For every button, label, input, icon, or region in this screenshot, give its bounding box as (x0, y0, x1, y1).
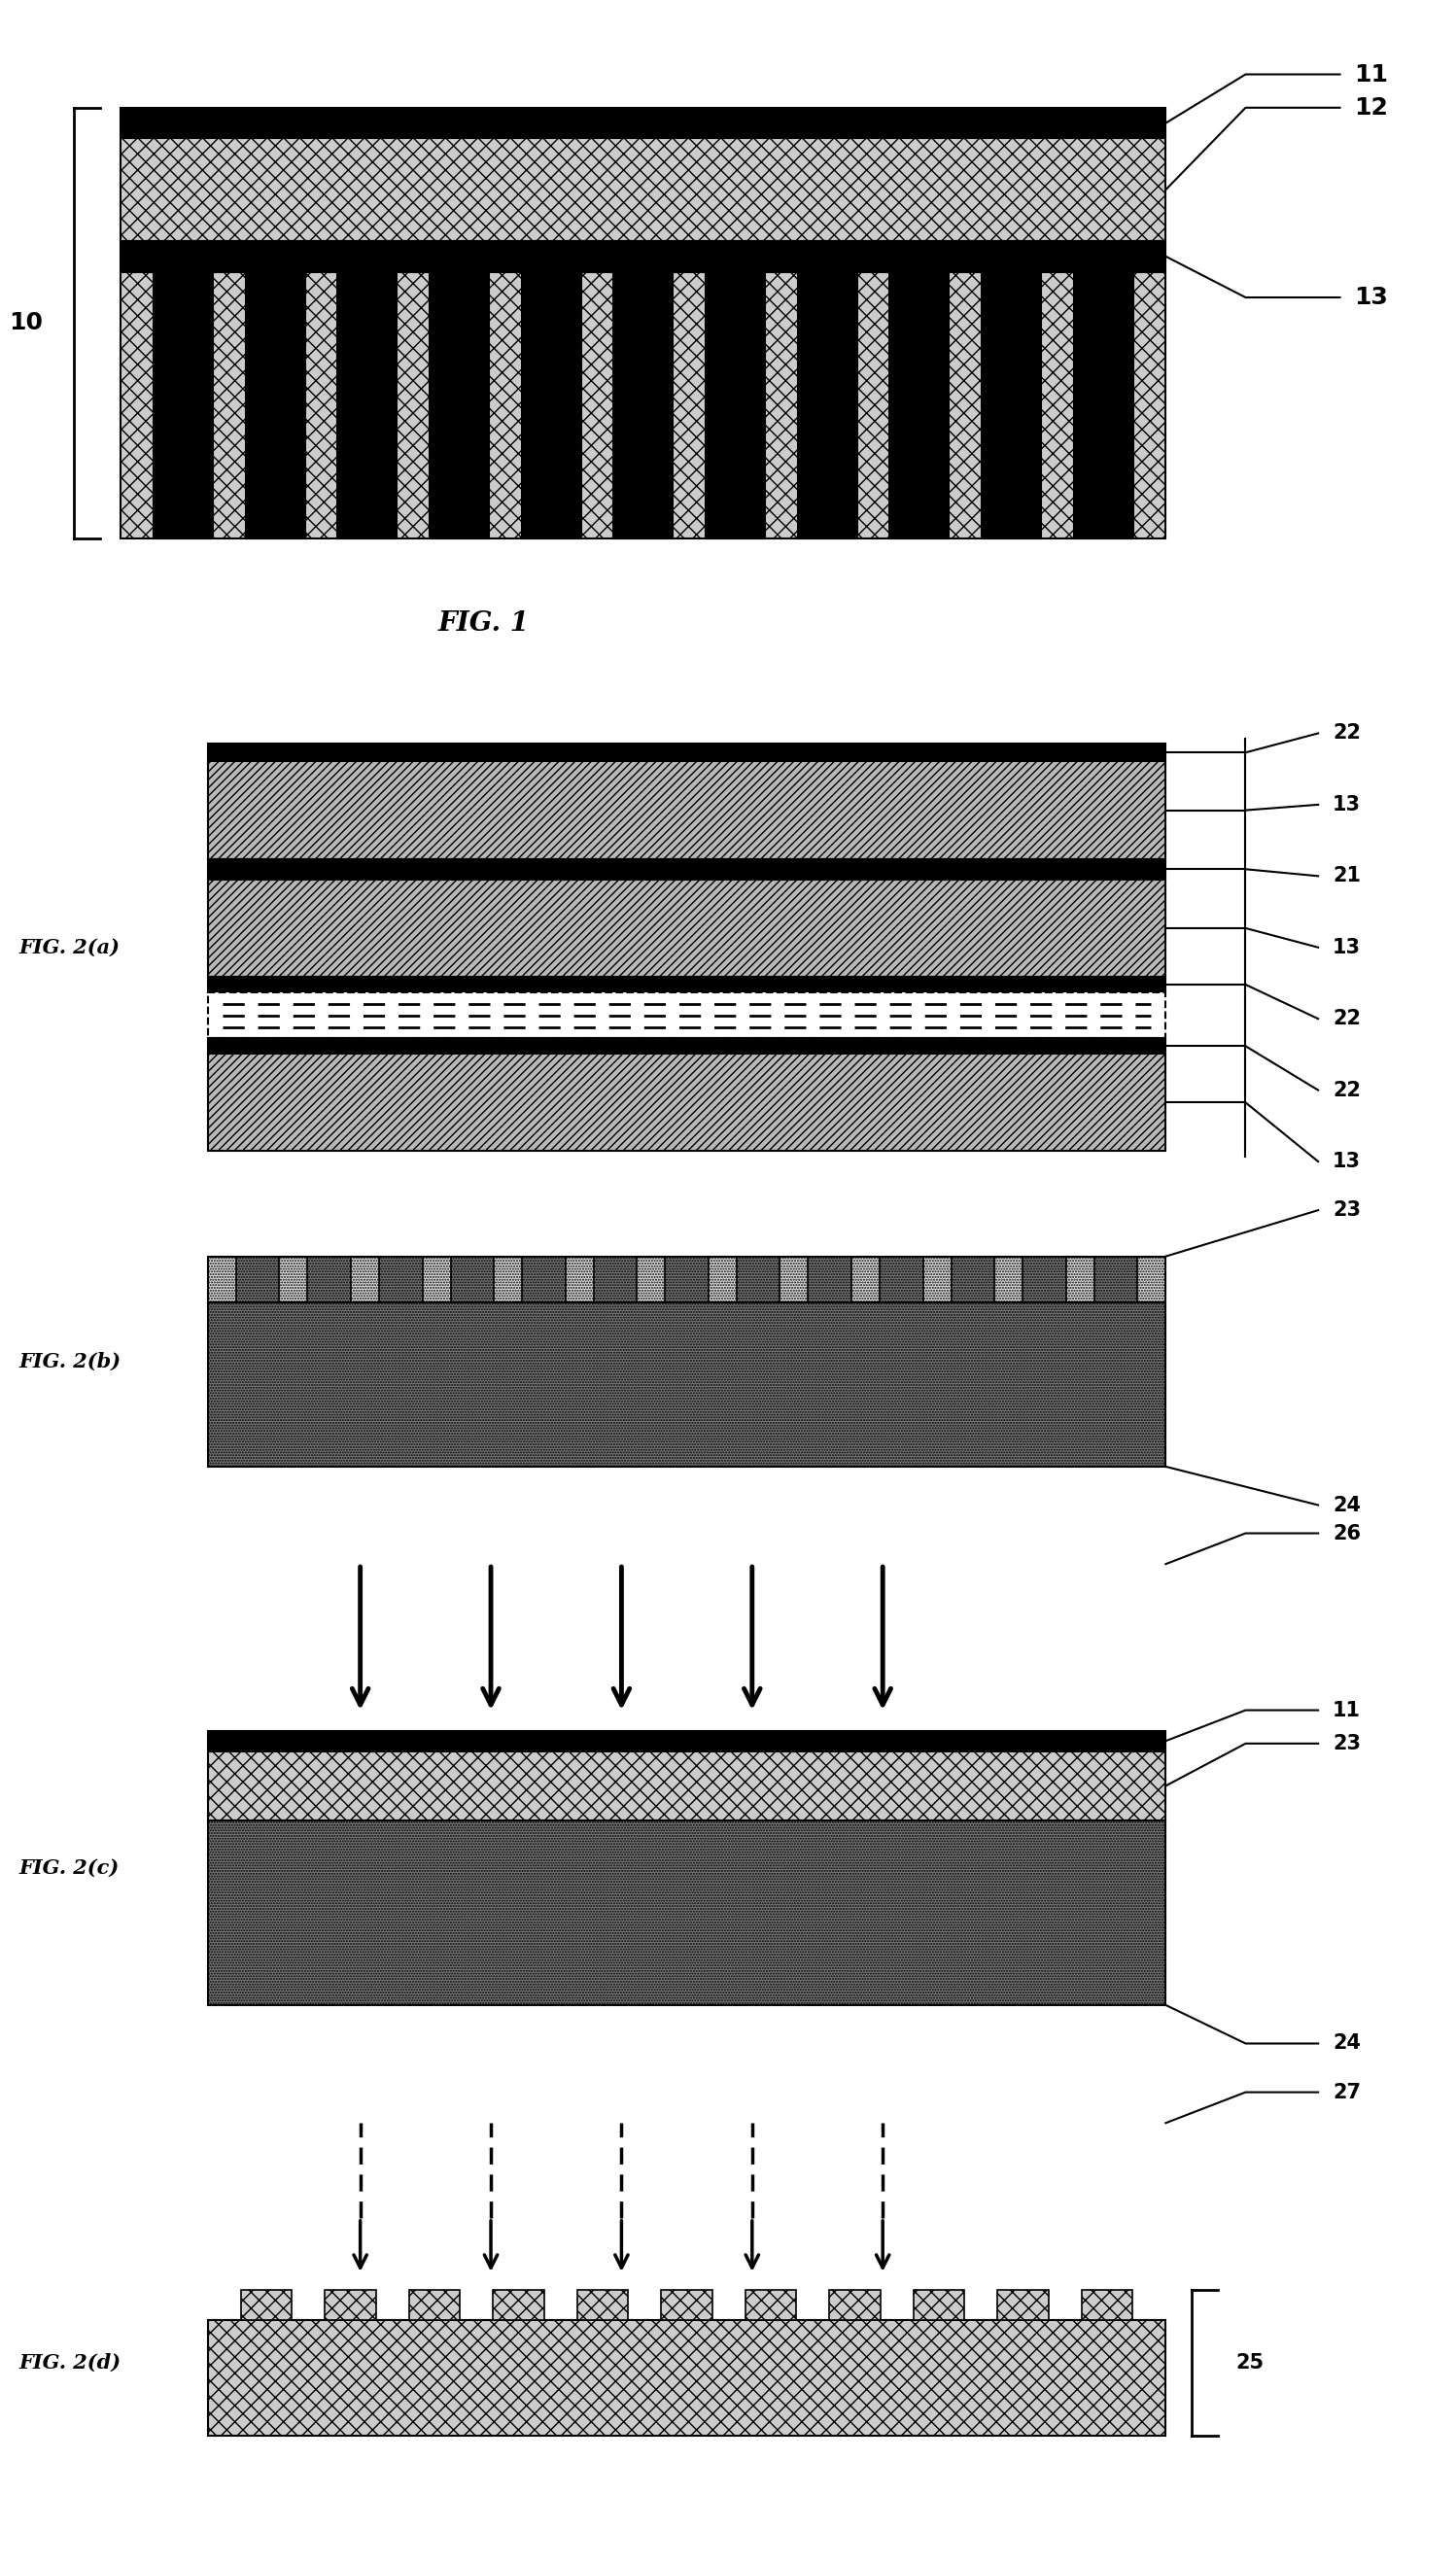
Bar (613, 272, 673, 538)
Bar (208, 1054, 1166, 1151)
Bar (879, 1256, 923, 1303)
Bar (706, 272, 764, 538)
Bar (1095, 1256, 1137, 1303)
Bar (745, 2290, 796, 2320)
Bar (1022, 1256, 1066, 1303)
Bar (379, 1256, 422, 1303)
Bar (208, 879, 1166, 977)
Bar (737, 1256, 780, 1303)
Text: 27: 27 (1332, 2082, 1361, 2102)
Text: 11: 11 (1332, 1700, 1361, 1720)
Bar (208, 992, 1166, 1038)
Text: 24: 24 (1332, 2033, 1361, 2054)
Bar (1073, 272, 1133, 538)
Bar (577, 2290, 628, 2320)
Text: FIG. 1: FIG. 1 (438, 610, 530, 636)
Bar (523, 1256, 565, 1303)
Text: 26: 26 (1332, 1523, 1361, 1544)
Bar (307, 1256, 351, 1303)
Bar (121, 108, 1166, 138)
Bar (208, 1751, 1166, 1820)
Bar (208, 1731, 1166, 1751)
Bar (913, 2290, 964, 2320)
Text: 13: 13 (1354, 285, 1389, 310)
Bar (246, 272, 304, 538)
Text: 22: 22 (1332, 1079, 1361, 1100)
Bar (121, 241, 1166, 272)
Bar (997, 2290, 1048, 2320)
Bar (890, 272, 949, 538)
Text: 13: 13 (1332, 795, 1361, 815)
Text: 10: 10 (9, 310, 42, 336)
Bar (208, 859, 1166, 879)
Text: 21: 21 (1332, 867, 1361, 885)
Bar (450, 1256, 494, 1303)
Bar (208, 977, 1166, 992)
Text: 12: 12 (1354, 95, 1389, 121)
Text: 13: 13 (1332, 938, 1361, 956)
Bar (242, 2290, 293, 2320)
Text: 11: 11 (1354, 62, 1389, 87)
Bar (208, 744, 1166, 762)
Bar (208, 1303, 1166, 1467)
Bar (208, 1038, 1166, 1054)
Text: 22: 22 (1332, 1010, 1361, 1028)
Text: 25: 25 (1235, 2354, 1264, 2372)
Bar (121, 272, 1166, 538)
Bar (1082, 2290, 1133, 2320)
Text: 13: 13 (1332, 1151, 1361, 1172)
Bar (521, 272, 581, 538)
Bar (665, 1256, 709, 1303)
Bar (981, 272, 1041, 538)
Bar (325, 2290, 376, 2320)
Text: FIG. 2(c): FIG. 2(c) (19, 1859, 119, 1877)
Bar (338, 272, 397, 538)
Bar (808, 1256, 852, 1303)
Bar (409, 2290, 460, 2320)
Bar (208, 1256, 1166, 1303)
Text: 22: 22 (1332, 723, 1361, 744)
Bar (208, 762, 1166, 859)
Bar (208, 2320, 1166, 2436)
Bar (430, 272, 489, 538)
Text: FIG. 2(a): FIG. 2(a) (19, 938, 121, 956)
Bar (208, 1820, 1166, 2005)
Bar (661, 2290, 712, 2320)
Bar (951, 1256, 994, 1303)
Bar (121, 138, 1166, 241)
Bar (236, 1256, 280, 1303)
Bar (494, 2290, 545, 2320)
Text: FIG. 2(d): FIG. 2(d) (19, 2354, 121, 2372)
Text: 24: 24 (1332, 1495, 1361, 1515)
Text: 23: 23 (1332, 1200, 1361, 1220)
Bar (594, 1256, 636, 1303)
Bar (153, 272, 213, 538)
Bar (798, 272, 858, 538)
Text: 23: 23 (1332, 1733, 1361, 1754)
Bar (830, 2290, 881, 2320)
Text: FIG. 2(b): FIG. 2(b) (19, 1351, 121, 1372)
